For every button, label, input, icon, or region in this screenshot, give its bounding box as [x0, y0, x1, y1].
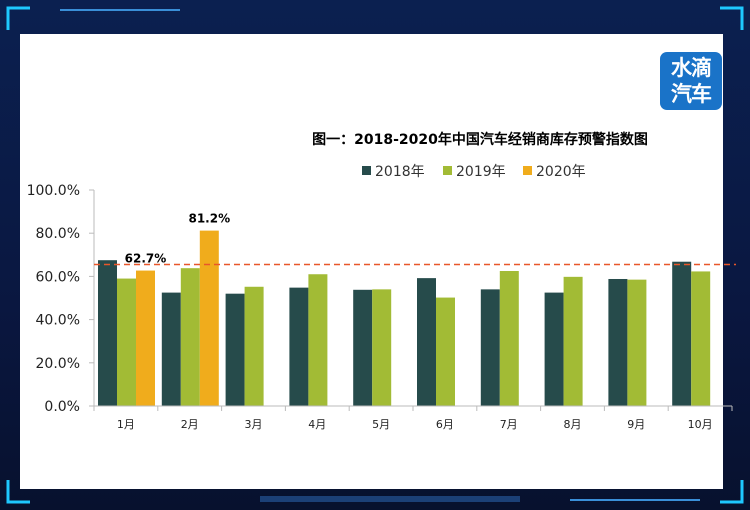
bar-2018年-2月	[161, 292, 181, 406]
bar-2019年-8月	[563, 276, 583, 406]
bar-2018年-1月	[98, 260, 117, 406]
x-tick-label: 1月	[117, 418, 135, 431]
bar-2019年-9月	[627, 279, 647, 406]
bar-2019年-3月	[244, 286, 264, 406]
y-tick-label: 100.0%	[27, 183, 80, 199]
bar-2018年-5月	[353, 289, 373, 406]
bar-2018年-8月	[544, 292, 564, 406]
data-labels: 62.7% 81.2%	[125, 212, 230, 266]
legend-label-2018年: 2018年	[375, 164, 425, 180]
bars	[98, 230, 711, 406]
y-axis-ticks: 0.0% 20.0% 40.0% 60.0% 80.0% 100.0%	[27, 183, 94, 415]
y-tick-label: 40.0%	[36, 313, 80, 329]
x-tick-label: 7月	[500, 418, 518, 431]
x-tick-label: 5月	[372, 418, 390, 431]
x-tick-label: 4月	[308, 418, 326, 431]
x-tick-label: 8月	[564, 418, 582, 431]
legend-swatch-2019年	[443, 166, 452, 175]
data-label: 81.2%	[188, 212, 230, 226]
x-axis-ticks: 1月 2月 3月 4月 5月 6月 7月 8月 9月 10月	[93, 406, 733, 431]
bar-2020年-2月	[199, 230, 219, 406]
bar-2018年-4月	[289, 287, 309, 406]
bar-2019年-6月	[436, 297, 455, 406]
legend-label-2019年: 2019年	[456, 164, 506, 180]
legend-swatch-2018年	[362, 166, 371, 175]
logo-text-line2: 汽车	[671, 82, 712, 106]
bar-2018年-6月	[417, 278, 436, 406]
logo-text-line1: 水滴	[671, 56, 712, 80]
legend: 2018年 2019年 2020年	[362, 164, 586, 180]
bar-2018年-9月	[608, 278, 628, 406]
bar-2018年-10月	[672, 261, 692, 406]
chart-panel	[20, 34, 723, 489]
bar-2019年-4月	[308, 274, 328, 406]
bar-2019年-10月	[691, 271, 711, 406]
y-tick-label: 60.0%	[36, 269, 80, 285]
legend-swatch-2020年	[523, 166, 532, 175]
bar-2019年-1月	[117, 278, 136, 406]
y-tick-label: 20.0%	[36, 356, 80, 372]
x-tick-label: 9月	[627, 418, 645, 431]
x-tick-label: 2月	[181, 418, 199, 431]
x-tick-label: 6月	[436, 418, 454, 431]
bar-2019年-7月	[499, 271, 519, 406]
bar-2018年-3月	[225, 293, 245, 406]
x-tick-label: 10月	[688, 418, 713, 431]
bar-2020年-1月	[136, 270, 155, 406]
bar-2018年-7月	[480, 289, 500, 406]
y-tick-label: 80.0%	[36, 226, 80, 242]
bar-2019年-2月	[180, 268, 200, 406]
y-tick-label: 0.0%	[44, 399, 80, 415]
data-label: 62.7%	[125, 252, 167, 266]
bar-2019年-5月	[372, 289, 392, 406]
brand-logo: 水滴 汽车	[660, 52, 722, 110]
x-tick-label: 3月	[245, 418, 263, 431]
chart-title: 图一：2018-2020年中国汽车经销商库存预警指数图	[312, 131, 648, 148]
legend-label-2020年: 2020年	[536, 164, 586, 180]
